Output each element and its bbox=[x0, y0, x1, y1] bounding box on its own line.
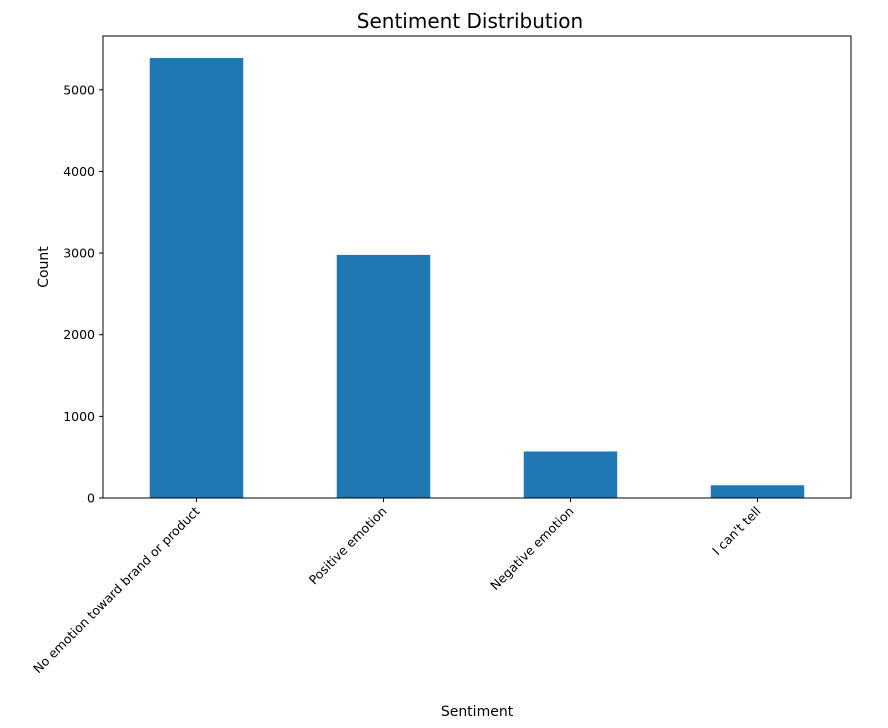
y-tick-label: 1000 bbox=[63, 409, 95, 424]
bar bbox=[523, 451, 618, 498]
x-tick-label: Positive emotion bbox=[306, 504, 390, 588]
y-axis-label: Count bbox=[36, 246, 52, 288]
bar bbox=[149, 58, 244, 499]
x-axis-ticks: No emotion toward brand or product Positi… bbox=[30, 498, 764, 676]
y-tick-label: 0 bbox=[87, 491, 95, 506]
x-axis-label: Sentiment bbox=[441, 704, 514, 720]
y-axis-ticks: 0 1000 2000 3000 4000 5000 bbox=[63, 82, 103, 506]
y-tick-label: 4000 bbox=[63, 164, 95, 179]
plot-area-frame bbox=[102, 35, 852, 499]
y-tick-label: 3000 bbox=[63, 246, 95, 261]
x-tick-label: I can't tell bbox=[709, 504, 763, 558]
y-tick-label: 5000 bbox=[63, 82, 95, 97]
x-tick-label: No emotion toward brand or product bbox=[30, 503, 203, 676]
bar bbox=[336, 254, 431, 498]
y-tick-label: 2000 bbox=[63, 327, 95, 342]
bars bbox=[149, 58, 805, 499]
x-tick-label: Negative emotion bbox=[487, 504, 576, 593]
chart-title: Sentiment Distribution bbox=[357, 9, 583, 33]
bar bbox=[710, 485, 805, 498]
